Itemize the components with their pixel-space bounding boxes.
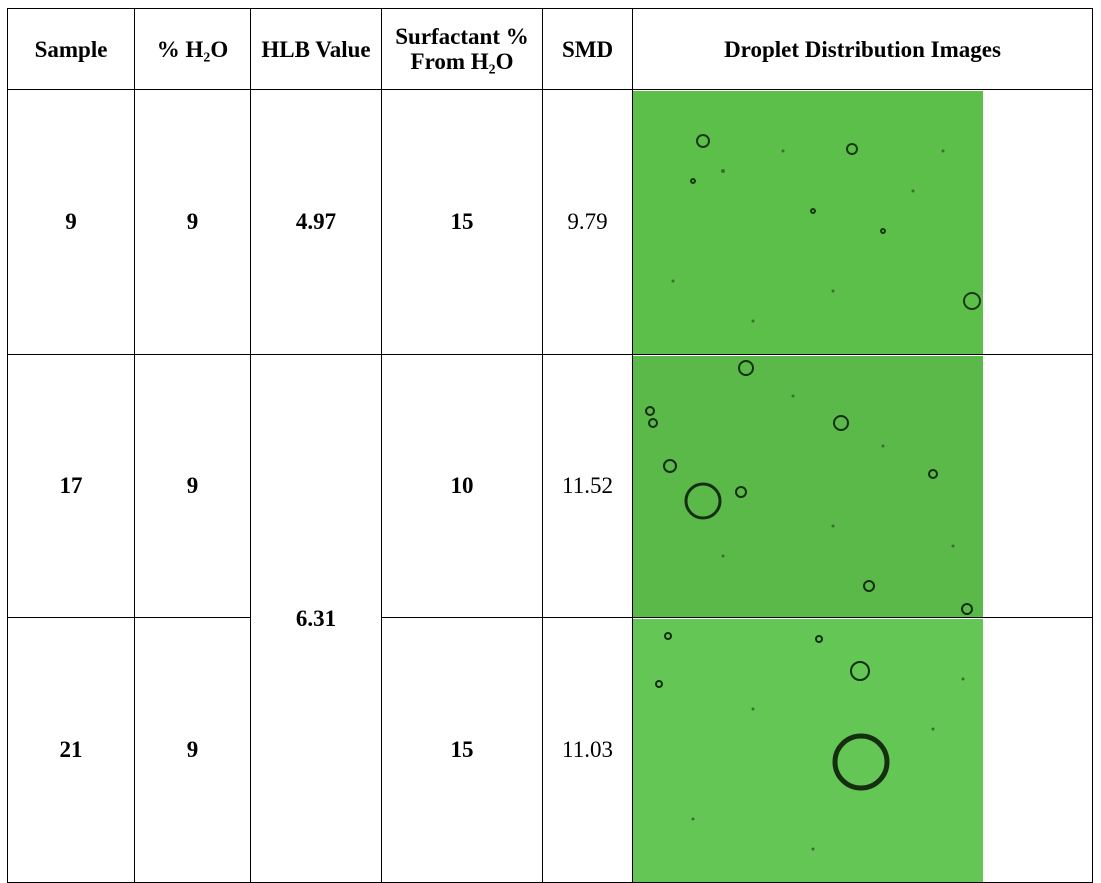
header-cell: Surfactant % From H₂O xyxy=(382,9,543,90)
sample-cell: 9 xyxy=(8,90,135,355)
page: Sample % H₂O HLB Value Surfactant % From… xyxy=(0,0,1101,883)
header-cell: % H₂O xyxy=(135,9,251,90)
smd-cell: 9.79 xyxy=(543,90,633,355)
image-cell xyxy=(633,90,1093,355)
h2o-cell: 9 xyxy=(135,90,251,355)
surfactant-cell: 15 xyxy=(382,90,543,355)
header-cell: SMD xyxy=(543,9,633,90)
h2o-cell: 9 xyxy=(135,355,251,618)
droplet-image xyxy=(633,91,1091,354)
header-cell: Sample xyxy=(8,9,135,90)
smd-cell: 11.03 xyxy=(543,618,633,883)
surfactant-cell: 10 xyxy=(382,355,543,618)
surfactant-cell: 15 xyxy=(382,618,543,883)
sample-cell: 21 xyxy=(8,618,135,883)
image-cell xyxy=(633,618,1093,883)
sample-cell: 17 xyxy=(8,355,135,618)
header-row: Sample % H₂O HLB Value Surfactant % From… xyxy=(8,9,1093,90)
table-row: 17 9 6.31 10 11.52 xyxy=(8,355,1093,618)
hlb-cell: 6.31 xyxy=(251,355,382,883)
table-row: 9 9 4.97 15 9.79 xyxy=(8,90,1093,355)
data-table: Sample % H₂O HLB Value Surfactant % From… xyxy=(7,8,1093,883)
droplet-image xyxy=(633,619,1091,882)
header-cell: HLB Value xyxy=(251,9,382,90)
droplet-image xyxy=(633,356,1091,617)
hlb-cell: 4.97 xyxy=(251,90,382,355)
table-row: 21 9 15 11.03 xyxy=(8,618,1093,883)
h2o-cell: 9 xyxy=(135,618,251,883)
smd-cell: 11.52 xyxy=(543,355,633,618)
image-cell xyxy=(633,355,1093,618)
header-cell: Droplet Distribution Images xyxy=(633,9,1093,90)
